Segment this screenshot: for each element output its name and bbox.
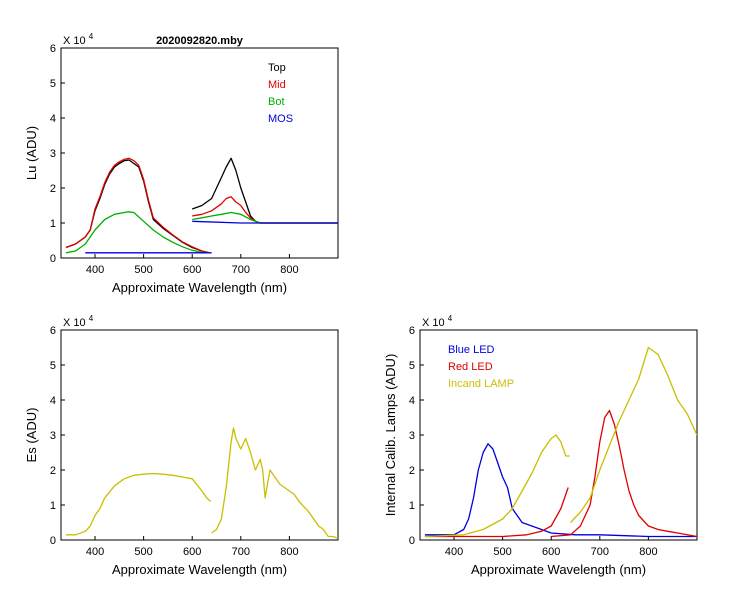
y-tick-label: 5 [409,360,415,372]
x-tick-label: 500 [134,546,152,558]
y-tick-label: 2 [409,465,415,477]
y-exponent-label: X 10 4 [422,314,453,329]
x-tick-label: 800 [280,264,298,276]
x-tick-label: 500 [134,264,152,276]
y-exponent-power: 4 [448,314,453,323]
chart-panel-3: 0 1 2 3 4 5 6 400 500 600 700 800 X 10 4 Approximate … [383,314,698,577]
y-tick-label: 5 [50,360,56,372]
y-tick-label: 0 [50,535,56,547]
x-tick-label: 700 [232,264,250,276]
y-axis-label: Es (ADU) [24,408,39,463]
x-tick-label: 800 [639,546,657,558]
series-line-blue-led-segment-1 [424,443,697,538]
y-tick-label: 4 [50,395,56,407]
x-tick-label: 400 [86,546,104,558]
y-exponent-label: X 10 4 [63,314,94,329]
y-exponent-base: X 10 [422,317,448,329]
series-line-mos-segment-2 [192,220,338,224]
x-tick-label: 400 [86,264,104,276]
x-axis-label: Approximate Wavelength (nm) [471,562,646,577]
y-tick-label: 6 [50,325,56,337]
y-tick-label: 1 [409,500,415,512]
series-line-red-led-segment-2 [551,409,697,538]
legend-entry-bot: Bot [268,96,285,108]
x-tick-label: 600 [183,264,201,276]
series-line-incand-lamp-segment-1 [424,434,570,538]
y-tick-label: 4 [409,395,415,407]
series-line-es-segment-2 [211,427,338,539]
x-tick-label: 700 [591,546,609,558]
chart-title: 2020092820.mby [156,35,244,47]
y-exponent-power: 4 [89,314,94,323]
series-line-incand-lamp-segment-2 [570,346,697,523]
x-tick-label: 800 [280,546,298,558]
y-tick-label: 2 [50,183,56,195]
x-tick-label: 600 [183,546,201,558]
y-tick-label: 6 [409,325,415,337]
x-tick-label: 400 [445,546,463,558]
legend-entry-mos: MOS [268,113,293,125]
y-tick-label: 3 [50,148,56,160]
chart-panel-2: 0 1 2 3 4 5 6 400 500 600 700 800 X 10 4 Approximate … [24,314,339,577]
series-line-red-led-segment-1 [424,487,569,538]
chart-panel-1: 0 1 2 3 4 5 6 400 500 600 700 800 X 10 4 2020092820.m… [24,32,339,295]
y-axis-label: Lu (ADU) [24,126,39,180]
y-tick-label: 3 [409,430,415,442]
x-tick-label: 700 [232,546,250,558]
series-line-mid-segment-1 [65,157,210,254]
y-tick-label: 1 [50,500,56,512]
x-axis-label: Approximate Wavelength (nm) [112,562,287,577]
y-tick-label: 0 [50,253,56,265]
y-tick-label: 4 [50,113,56,125]
y-exponent-base: X 10 [63,35,89,47]
y-exponent-power: 4 [89,32,94,41]
legend-entry-incand-lamp: Incand LAMP [448,378,514,390]
legend-entry-blue-led: Blue LED [448,344,495,356]
y-tick-label: 6 [50,43,56,55]
x-axis-label: Approximate Wavelength (nm) [112,280,287,295]
x-tick-label: 600 [542,546,560,558]
y-exponent-label: X 10 4 [63,32,94,47]
y-tick-label: 5 [50,78,56,90]
y-axis-label: Internal Calib. Lamps (ADU) [383,354,398,517]
y-tick-label: 0 [409,535,415,547]
legend-entry-red-led: Red LED [448,361,493,373]
legend-entry-mid: Mid [268,79,286,91]
y-tick-label: 2 [50,465,56,477]
y-tick-label: 1 [50,218,56,230]
series-line-es-segment-1 [65,472,212,536]
series-line-bot-segment-1 [65,211,210,254]
y-tick-label: 3 [50,430,56,442]
x-tick-label: 500 [493,546,511,558]
legend-entry-top: Top [268,62,286,74]
y-exponent-base: X 10 [63,317,89,329]
